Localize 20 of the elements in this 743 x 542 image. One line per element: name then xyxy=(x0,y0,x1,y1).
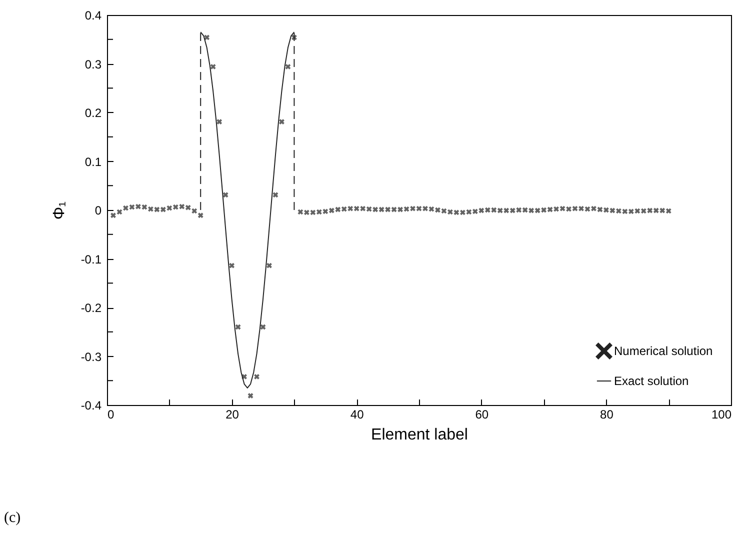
x-tick-label: 60 xyxy=(475,408,489,422)
x-tick-label: 20 xyxy=(226,408,240,422)
legend-label: Numerical solution xyxy=(614,344,713,358)
y-tick-label: 0.4 xyxy=(84,8,102,22)
y-tick-label: -0.3 xyxy=(80,350,102,364)
y-tick-label: -0.1 xyxy=(80,252,102,266)
x-tick-label: 100 xyxy=(711,408,732,422)
x-axis-title: Element label xyxy=(371,426,468,444)
y-tick-label: 0.3 xyxy=(84,57,102,72)
y-tick-label: 0 xyxy=(94,204,102,218)
text: (c) xyxy=(4,510,21,527)
x-tick-label: 80 xyxy=(600,408,614,422)
y-tick-label: 0.1 xyxy=(84,154,102,169)
y-axis-title: Φ₁ xyxy=(50,201,68,220)
y-tick-label: -0.2 xyxy=(80,301,102,315)
y-tick-label: -0.4 xyxy=(80,398,102,412)
y-tick-label: 0.2 xyxy=(84,106,102,120)
x-tick-label: 40 xyxy=(350,408,364,422)
legend-label: Exact solution xyxy=(614,374,689,388)
x-tick-label: 0 xyxy=(108,408,114,422)
